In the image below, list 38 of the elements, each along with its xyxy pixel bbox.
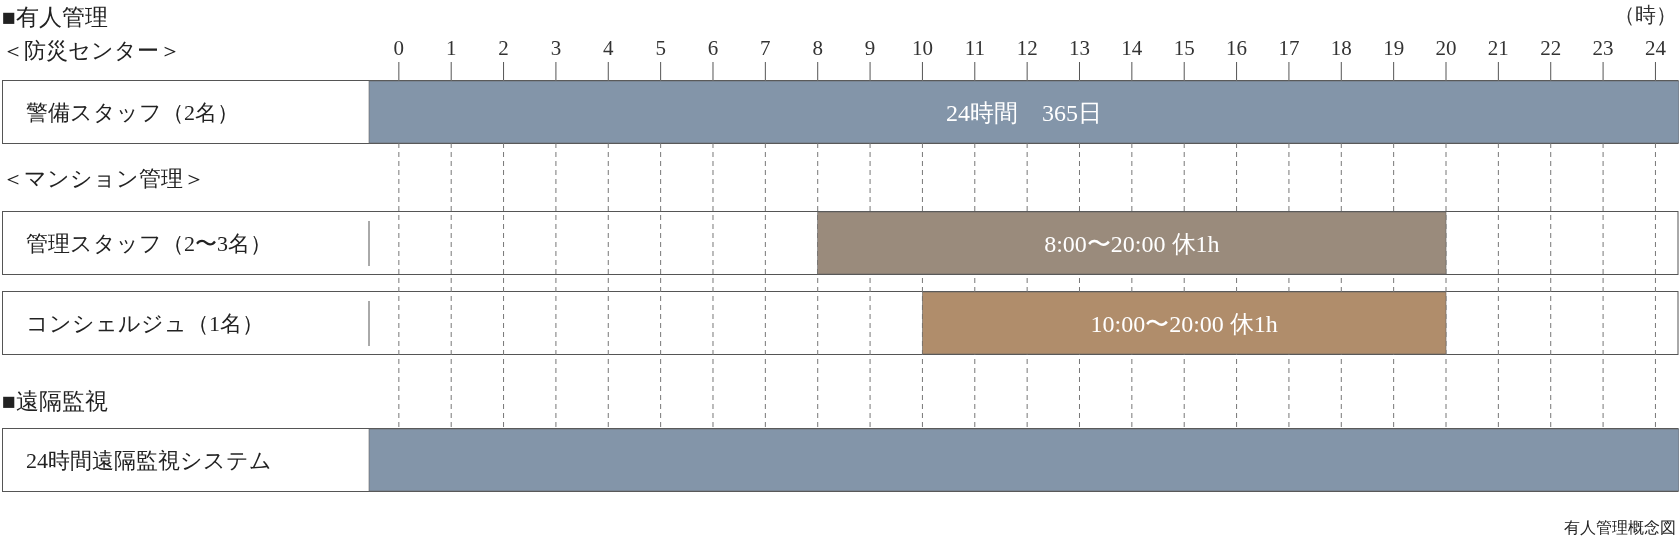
x-tick-label: 10 — [911, 36, 933, 60]
x-tick-label: 23 — [1592, 36, 1614, 60]
text: ■有人管理 — [2, 5, 108, 30]
y-tick-label: 警備スタッフ（2名） — [26, 99, 239, 125]
x-tick-label: 13 — [1069, 36, 1090, 60]
y-tick-label: コンシェルジュ（1名） — [26, 310, 264, 336]
x-tick-label: 21 — [1487, 36, 1509, 60]
annotation: 10:00〜20:00 休1h — [1090, 310, 1278, 337]
x-tick-label: 15 — [1173, 36, 1195, 60]
x-tick-label: 18 — [1330, 36, 1352, 60]
x-tick-label: 7 — [760, 36, 771, 60]
y-tick-label: 管理スタッフ（2〜3名） — [26, 230, 272, 256]
text: 有人管理概念図 — [1564, 519, 1676, 536]
annotation: 24時間 365日 — [946, 99, 1102, 126]
text: ■遠隔監視 — [2, 389, 108, 414]
annotation: 8:00〜20:00 休1h — [1044, 230, 1220, 257]
x-tick-label: 4 — [603, 36, 615, 60]
x-tick-label: 0 — [393, 36, 405, 60]
x-tick-label: 2 — [498, 36, 509, 60]
x-tick-label: 6 — [707, 36, 719, 60]
x-tick-label: 1 — [445, 36, 457, 60]
x-axis-title: （時） — [1614, 3, 1677, 27]
x-tick-label: 20 — [1435, 36, 1457, 60]
x-tick-label: 5 — [655, 36, 666, 60]
x-tick-label: 12 — [1016, 36, 1038, 60]
text: ＜防災センター＞ — [2, 38, 181, 63]
x-tick-label: 17 — [1278, 36, 1300, 60]
x-tick-label: 24 — [1644, 36, 1667, 60]
x-tick-label: 3 — [550, 36, 562, 60]
y-tick-label: 24時間遠隔監視システム — [26, 447, 272, 473]
x-tick-label: 19 — [1383, 36, 1405, 60]
x-tick-label: 16 — [1226, 36, 1248, 60]
x-tick-label: 8 — [812, 36, 823, 60]
x-tick-label: 14 — [1121, 36, 1143, 60]
x-tick-label: 11 — [964, 36, 985, 60]
text: ＜マンション管理＞ — [2, 166, 205, 191]
x-tick-label: 9 — [864, 36, 876, 60]
x-tick-label: 22 — [1540, 36, 1562, 60]
